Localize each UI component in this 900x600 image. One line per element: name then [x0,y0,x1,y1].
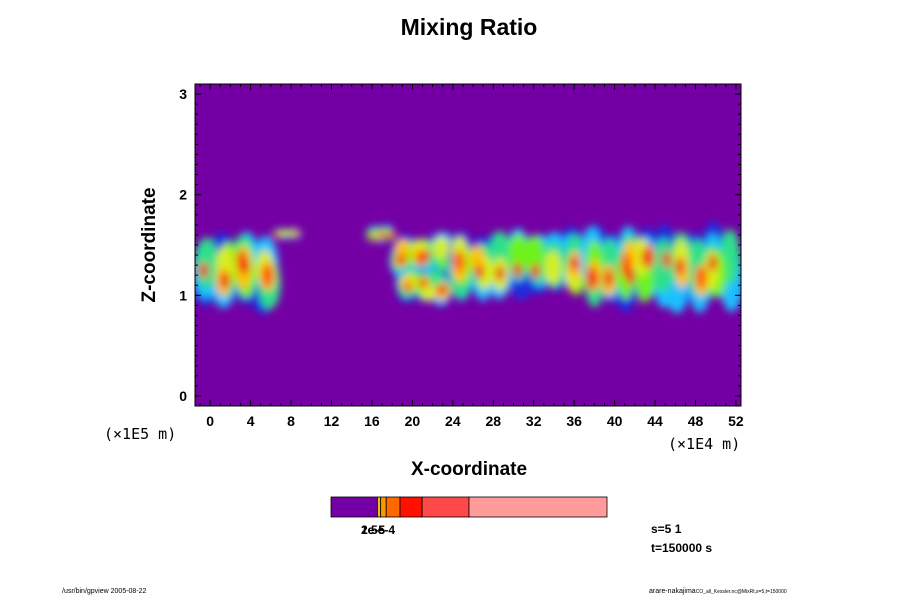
plume-cell [569,256,579,271]
colorbar-segment [468,496,608,518]
footer-command: /usr/bin/gpview 2005-08-22 [62,588,147,595]
plume-cell [641,249,651,267]
plume-cell [394,253,407,267]
plume-cell [508,232,528,274]
plume-cell [420,250,431,261]
plume-cell [495,266,505,281]
plume-cell [453,250,465,272]
plume-cell [662,251,671,269]
chart-title: Mixing Ratio [400,14,538,40]
x-tick-label: 36 [566,413,582,429]
plume-cell [530,263,540,279]
footer-source: arare-nakajimaCO_all_Kessler.nc@MixRt,s=… [649,588,787,595]
plume-cell [240,257,250,274]
plume-region [366,224,396,243]
plume-region [447,226,587,301]
x-tick-label: 16 [364,413,380,429]
annotation-time: t=150000 s [651,541,713,555]
x-tick-label: 0 [206,413,214,429]
plume-cell [220,272,230,289]
colorbar-tick-label: 1e-5 [361,523,386,537]
plume-cell [604,269,614,287]
plume-region [395,267,452,307]
x-tick-label: 40 [607,413,623,429]
plume-cell [524,234,544,276]
x-axis-label: X-coordinate [410,459,528,480]
plume-region [272,228,302,240]
colorbar-tick-label: 5e-4 [371,523,396,537]
x-tick-label: 28 [485,413,501,429]
y-tick-label: 0 [179,388,187,404]
plume-region [195,231,281,315]
colorbar-segment [385,496,401,518]
plume-region [580,221,741,314]
x-tick-label: 32 [526,413,542,429]
colorbar-tick-label: 2e-5 [361,523,386,537]
plume-cell [432,236,450,259]
plume-cell [292,232,299,237]
y-axis-scale-label: (×1E5 m) [104,425,177,443]
plume-cell [675,258,684,276]
plume-cell [589,270,598,287]
plume-cell [199,262,209,279]
plume-cell [512,262,522,278]
colorbar-segment [376,496,382,518]
x-tick-label: 20 [405,413,421,429]
x-tick-label: 48 [688,413,704,429]
plume-region [389,231,460,279]
y-tick-label: 1 [179,287,187,303]
plume-cell [695,264,707,290]
x-tick-label: 52 [728,413,744,429]
plume-cell [544,250,561,285]
plume-cell [439,283,448,293]
plume-cell [385,234,392,239]
plume-cell [404,283,413,293]
colorbar-segment [421,496,470,518]
plume-cell [261,263,274,288]
y-tick-label: 3 [179,86,187,102]
x-tick-label: 8 [287,413,295,429]
colorbar-segment [380,496,387,518]
footer-author: arare-nakajima [649,588,696,595]
plume-cell [474,264,485,280]
plume-cell [418,276,429,289]
plume-cell [708,254,718,272]
plume-cell [395,238,410,257]
plume-cell [273,232,281,237]
y-tick-label: 2 [179,187,187,203]
annotation-step: s=5 1 [651,522,682,536]
plume-cell [369,233,376,239]
colorbar-segment [399,496,423,518]
plume-cell [379,233,385,239]
footer-file: CO_all_Kessler.nc@MixRt,s=5,t=150000 [695,589,787,595]
x-tick-label: 44 [647,413,663,429]
x-tick-label: 4 [247,413,255,429]
plume-cell [281,229,290,236]
plume-cell [626,268,635,286]
x-axis-scale-label: (×1E4 m) [668,435,741,453]
plume-cell [633,237,650,277]
x-tick-label: 24 [445,413,461,429]
x-tick-label: 12 [324,413,340,429]
colorbar-segment [330,496,378,518]
